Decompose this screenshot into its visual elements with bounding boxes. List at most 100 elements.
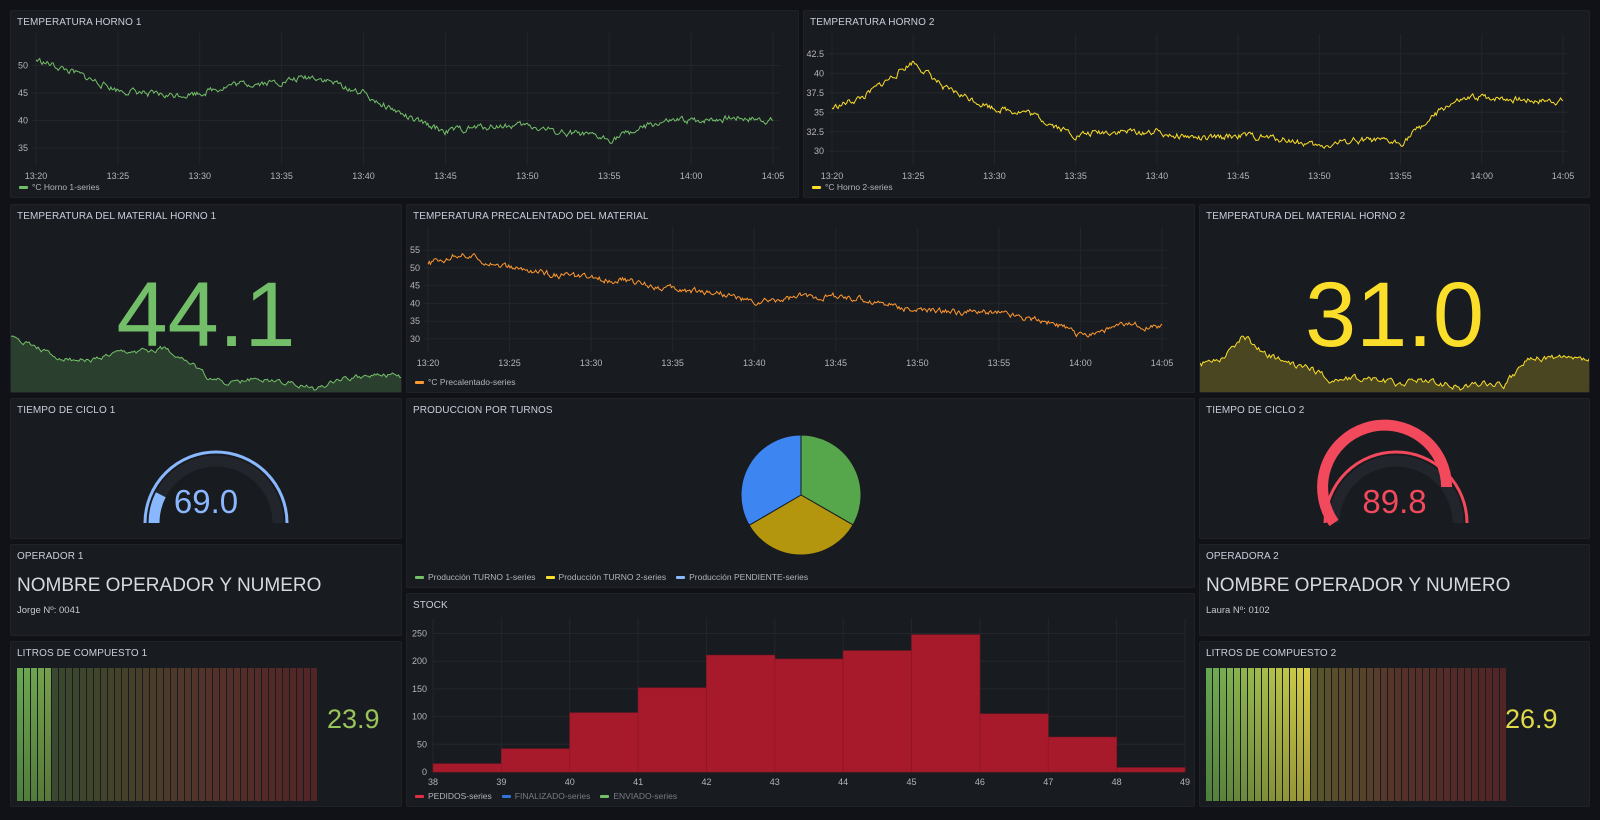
legend-item[interactable]: ENVIADO-series [600,791,677,801]
histogram-stock[interactable]: 250 200 150 100 50 038 39 40 41 42 43 44 45 46 47 48 49 [407,594,1195,807]
x-tick-label: 42 [701,777,711,787]
bar-gauge-segment [1304,668,1310,801]
panel-title[interactable]: STOCK [413,600,448,611]
y-tick-label: 32.5 [806,127,824,137]
legend: °C Horno 2-series [812,182,893,192]
y-tick-label: 45 [18,88,28,98]
x-tick-label: 13:20 [417,358,440,368]
bar-gauge-segment [1437,668,1443,801]
legend: °C Horno 1-series [19,182,100,192]
panel-title[interactable]: LITROS DE COMPUESTO 2 [1206,648,1337,659]
legend-swatch [676,575,686,579]
legend-item[interactable]: PEDIDOS-series [415,791,492,801]
x-tick-label: 14:05 [1151,358,1174,368]
line-chart-precalentado[interactable]: 55 50 45 40 35 30 13:20 13:25 13:30 13:35 13:40 13:… [407,205,1195,393]
bar-gauge-segment [129,668,135,801]
bar-gauge-segment [52,668,58,801]
bar-gauge-segment [1444,668,1450,801]
bar-gauge-segment [1458,668,1464,801]
bar-gauge-segment [108,668,114,801]
x-tick-label: 13:20 [821,171,844,181]
panel-title[interactable]: TEMPERATURA DEL MATERIAL HORNO 2 [1206,211,1406,222]
bar-gauge-segment [1262,668,1268,801]
bar-gauge-segment [94,668,100,801]
panel-title[interactable]: TIEMPO DE CICLO 2 [1206,405,1305,416]
y-tick-label: 55 [410,245,420,255]
legend-item[interactable]: °C Horno 2-series [812,182,893,192]
legend-label: °C Horno 1-series [32,182,100,192]
panel-title[interactable]: TEMPERATURA HORNO 2 [810,17,935,28]
x-tick-label: 39 [496,777,506,787]
panel-litros-compuesto-1: LITROS DE COMPUESTO 1 23.9 [10,641,402,807]
legend-item[interactable]: Producción TURNO 1-series [415,572,536,582]
line-chart-horno-1[interactable]: 50 45 40 35 13:20 13:25 13:30 13:35 13:40 13:45 13… [11,11,799,198]
legend-item[interactable]: °C Precalentado-series [415,377,516,387]
panel-title[interactable]: TIEMPO DE CICLO 1 [17,405,116,416]
panel-title[interactable]: PRODUCCION POR TURNOS [413,405,553,416]
x-tick-label: 13:45 [825,358,848,368]
legend-swatch [415,794,424,798]
x-tick-label: 13:45 [434,171,457,181]
bar-gauge-segment [101,668,107,801]
y-tick-label: 50 [410,263,420,273]
y-tick-label: 250 [412,629,427,639]
operator-detail: Laura Nº: 0102 [1206,605,1270,616]
bar-gauge-segment [227,668,233,801]
panel-title[interactable]: OPERADOR 1 [17,551,84,562]
legend-label: FINALIZADO-series [514,791,591,801]
bar-gauge-segment [1451,668,1457,801]
legend-item[interactable]: FINALIZADO-series [501,791,591,801]
bar-gauge-segment [1479,668,1485,801]
bar-gauge-segment [87,668,93,801]
bar-gauge-value: 23.9 [327,704,380,734]
panel-title[interactable]: TEMPERATURA DEL MATERIAL HORNO 1 [17,211,217,222]
legend-item[interactable]: Producción PENDIENTE-series [676,572,808,582]
panel-title[interactable]: OPERADORA 2 [1206,551,1279,562]
bar-gauge-segment [45,668,51,801]
histogram-bar [842,650,912,773]
legend-item[interactable]: Producción TURNO 2-series [545,572,666,582]
bar-gauge-segment [213,668,219,801]
bar-gauge-segment [1241,668,1247,801]
panel-title[interactable]: TEMPERATURA HORNO 1 [17,17,142,28]
x-tick-label: 13:50 [906,358,929,368]
bar-gauge-segment [122,668,128,801]
line-chart-horno-2[interactable]: 42.5 40 37.5 35 32.5 30 13:20 13:25 13:30 13:35 13… [804,11,1590,198]
histogram-bar [501,748,571,773]
bar-gauge-segment [269,668,275,801]
legend-item[interactable]: °C Horno 1-series [19,182,100,192]
pie-chart[interactable] [407,399,1195,588]
x-tick-label: 40 [565,777,575,787]
legend-label: Producción PENDIENTE-series [689,572,809,582]
bar-gauge-segment [1227,668,1233,801]
bar-gauge-segment [248,668,254,801]
gauge-threshold [143,450,289,524]
operator-heading: NOMBRE OPERADOR Y NUMERO [17,575,322,596]
bar-gauge-segment [262,668,268,801]
y-tick-label: 50 [417,739,427,749]
stat-value: 44.1 [116,264,296,366]
gauge-ciclo-1 [143,450,289,524]
panel-title[interactable]: LITROS DE COMPUESTO 1 [17,648,148,659]
bar-gauge-segment [1318,668,1324,801]
x-tick-label: 13:30 [983,171,1006,181]
bar-gauge-segment [59,668,65,801]
panel-title[interactable]: TEMPERATURA PRECALENTADO DEL MATERIAL [413,211,649,222]
bar-gauge-segment [1416,668,1422,801]
bar-gauge-segment [1409,668,1415,801]
legend-label: Producción TURNO 1-series [428,572,536,582]
x-tick-label: 43 [770,777,780,787]
x-tick-label: 14:05 [1552,171,1575,181]
bar-gauge-segment [1493,668,1499,801]
bar-gauge-segment [1402,668,1408,801]
x-tick-label: 13:45 [1227,171,1250,181]
bar-gauge-segment [1248,668,1254,801]
bar-gauge-segment [1423,668,1429,801]
gauge-fill [148,492,166,524]
pie-slice [800,434,862,526]
y-tick-label: 30 [814,146,824,156]
x-tick-label: 13:50 [516,171,539,181]
bar-gauge-segment [283,668,289,801]
panel-operadora-2: OPERADORA 2 NOMBRE OPERADOR Y NUMERO Lau… [1199,544,1590,636]
legend-label: °C Horno 2-series [825,182,893,192]
